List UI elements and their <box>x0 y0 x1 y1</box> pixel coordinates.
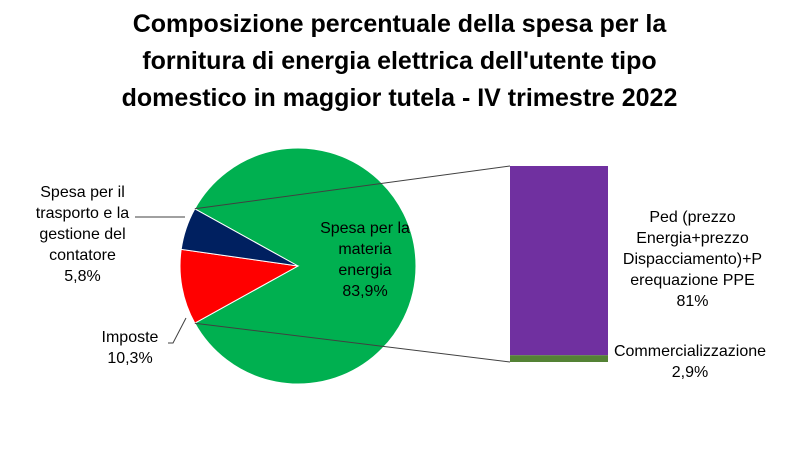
label-imposte: Imposte 10,3% <box>80 327 180 369</box>
slice-label-line: gestione del <box>39 226 126 243</box>
connector-bottom <box>194 322 511 363</box>
title-line: Composizione percentuale della spesa per… <box>132 10 667 38</box>
slice-label-line: materia <box>338 241 392 258</box>
slice-label-line: energia <box>338 262 392 279</box>
segment-label-line: Commercializzazione <box>613 343 767 360</box>
title-line: domestico in maggior tutela - IV trimest… <box>121 84 678 112</box>
segment-label-line: erequazione PPE <box>630 272 755 289</box>
breakdown-bar <box>510 166 608 362</box>
pie <box>179 147 417 385</box>
slice-imposte <box>179 248 300 324</box>
slice-label-line: contatore <box>49 247 116 264</box>
label-trasporto: Spesa per il trasporto e la gestione del… <box>10 182 155 287</box>
segment-label-line: Dispacciamento)+P <box>622 251 763 268</box>
segment-label-line: Ped (prezzo <box>649 209 736 226</box>
slice-materia-energia <box>194 147 417 385</box>
slice-value: 5,8% <box>64 268 101 285</box>
slice-label-line: trasporto e la <box>35 205 130 222</box>
label-ped: Ped (prezzo Energia+prezzo Dispacciament… <box>610 207 775 312</box>
segment-value: 2,9% <box>671 364 709 381</box>
segment-commercializzazione <box>510 355 608 362</box>
slice-trasporto <box>180 208 299 267</box>
label-commercializzazione: Commercializzazione 2,9% <box>605 341 775 383</box>
slice-label-line: Spesa per la <box>320 220 410 237</box>
segment-label-line: Energia+prezzo <box>636 230 749 247</box>
leader-lines <box>135 165 511 363</box>
slice-label-line: Imposte <box>101 329 159 346</box>
slice-value: 83,9% <box>342 283 388 300</box>
leader-imposte <box>168 317 187 344</box>
segment-value: 81% <box>676 293 709 310</box>
title-line: fornitura di energia elettrica dell'uten… <box>142 47 657 75</box>
connector-top <box>194 165 511 210</box>
segment-ped <box>510 166 608 356</box>
label-materia-energia: Spesa per la materia energia 83,9% <box>290 218 440 302</box>
slice-label-line: Spesa per il <box>40 184 125 201</box>
chart-title: Composizione percentuale della spesa per… <box>0 6 799 117</box>
slice-value: 10,3% <box>107 350 153 367</box>
